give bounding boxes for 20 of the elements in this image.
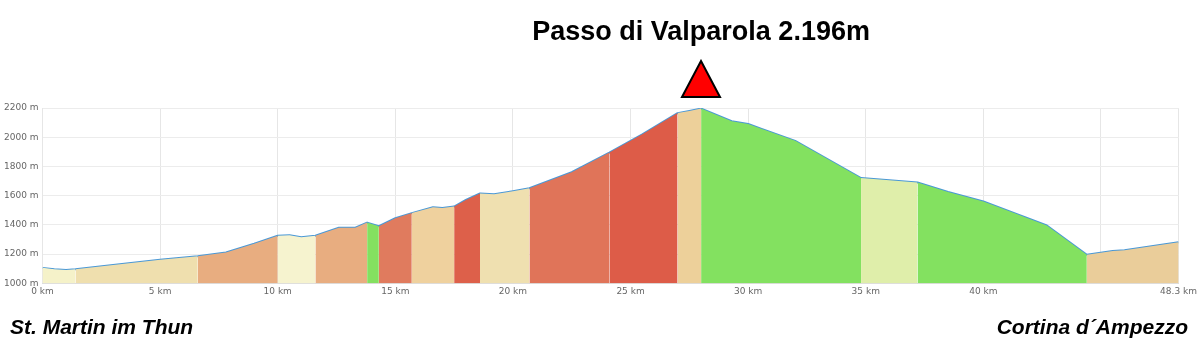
annotation: Passo di Valparola 2.196m <box>532 16 870 47</box>
text: Cortina d´Ampezzo <box>996 314 1189 338</box>
text: St. Martin im Thun <box>10 314 194 338</box>
x-tick-label: 25 km <box>616 285 645 296</box>
x-tick-label: 0 km <box>31 285 54 296</box>
y-tick-label: 2200 m <box>3 102 39 113</box>
y-tick-label: 1200 m <box>3 248 39 259</box>
x-tick-label: 5 km <box>148 285 172 296</box>
y-tick-label: 1400 m <box>3 219 39 230</box>
y-tick-label: 2000 m <box>3 131 39 142</box>
y-tick-label: 1800 m <box>3 160 39 171</box>
x-tick-label: 40 km <box>969 285 998 296</box>
x-tick-label: 35 km <box>851 285 880 296</box>
x-tick-label: 30 km <box>733 285 763 296</box>
x-tick-label: 15 km <box>381 285 410 296</box>
y-tick-label: 1600 m <box>3 189 39 200</box>
x-tick-label: 10 km <box>263 285 292 296</box>
y-tick-label: 1000 m <box>3 277 39 288</box>
x-tick-label: 20 km <box>498 285 528 296</box>
x-tick-label: 48.3 km <box>1160 285 1198 296</box>
